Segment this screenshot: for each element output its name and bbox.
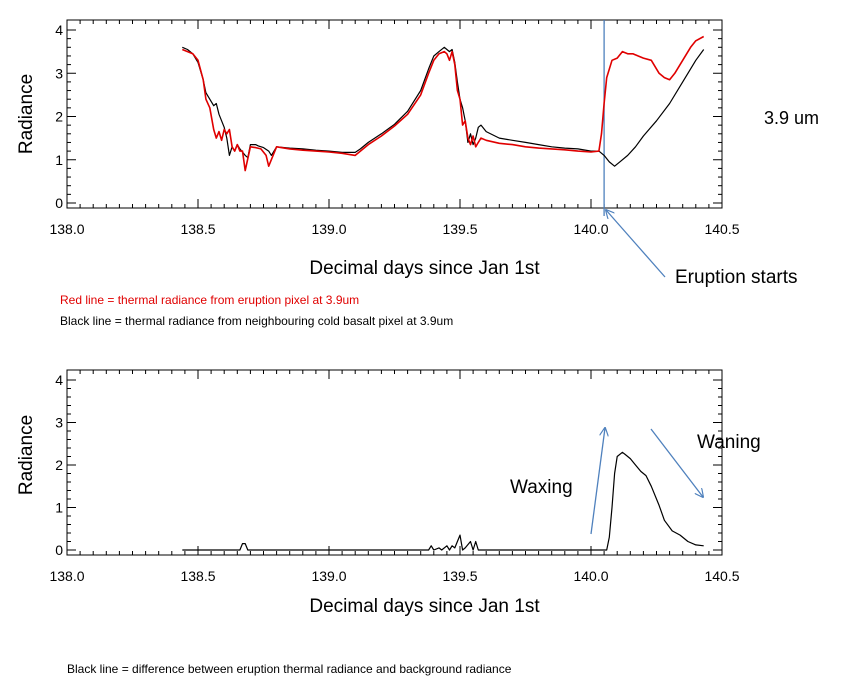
y-tick-label: 0 — [55, 542, 63, 558]
x-tick-label: 138.0 — [49, 568, 84, 584]
x-tick-label: 139.5 — [442, 568, 477, 584]
x-tick-label: 140.0 — [573, 568, 608, 584]
plot-frame — [66, 19, 723, 209]
eruption-start-arrow — [606, 210, 666, 278]
x-tick-label: 138.5 — [180, 568, 215, 584]
series-line-1 — [182, 451, 704, 551]
x-tick-label: 140.5 — [704, 568, 739, 584]
y-tick-label: 0 — [55, 195, 63, 211]
x-axis-label: Decimal days since Jan 1st — [309, 258, 540, 279]
waxing-annotation: Waxing — [510, 477, 573, 498]
plot-frame — [66, 369, 723, 556]
eruption-starts-annotation: Eruption starts — [675, 267, 798, 288]
y-axis-label: Radiance — [16, 415, 37, 495]
y-tick-label: 3 — [55, 415, 63, 431]
y-tick-label: 2 — [55, 457, 63, 473]
series-line-2 — [182, 35, 705, 172]
x-tick-label: 138.5 — [180, 221, 215, 237]
chart-panel-2: 138.0 138.5 139.0 139.5 140.0 140.5 0 1 2 3 4 Decim… — [16, 369, 761, 676]
y-tick-label: 4 — [55, 22, 63, 38]
waning-arrow — [650, 428, 703, 497]
legend-note-2: Black line = thermal radiance from neigh… — [60, 314, 453, 328]
x-tick-label: 140.5 — [704, 221, 739, 237]
y-tick-label: 1 — [55, 500, 63, 516]
x-axis-label: Decimal days since Jan 1st — [309, 596, 540, 617]
band-label-3-9um: 3.9 um — [764, 108, 819, 128]
x-tick-label: 140.0 — [573, 221, 608, 237]
legend-note-1: Red line = thermal radiance from eruptio… — [60, 293, 359, 307]
chart-panel-1: 138.0 138.5 139.0 139.5 140.0 140.5 0 1 2 3 4 Decim… — [16, 19, 819, 328]
y-tick-label: 3 — [55, 65, 63, 81]
legend-note-1: Black line = difference between eruption… — [67, 662, 512, 676]
y-tick-label: 1 — [55, 152, 63, 168]
y-axis-label: Radiance — [16, 74, 37, 154]
x-tick-label: 139.0 — [311, 568, 346, 584]
x-tick-label: 139.0 — [311, 221, 346, 237]
x-tick-label: 138.0 — [49, 221, 84, 237]
y-tick-label: 4 — [55, 372, 63, 388]
y-tick-label: 2 — [55, 109, 63, 125]
waxing-arrow — [590, 428, 605, 535]
x-tick-label: 139.5 — [442, 221, 477, 237]
waning-annotation: Waning — [697, 432, 761, 453]
